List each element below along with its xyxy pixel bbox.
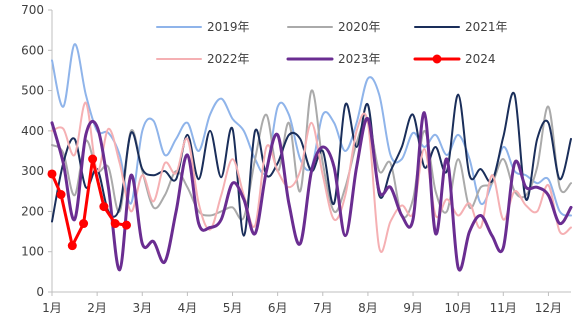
x-tick-label: 5月	[223, 301, 243, 315]
series-line-2023	[50, 111, 573, 272]
y-tick-label: 700	[21, 3, 44, 17]
x-tick-label: 1月	[42, 301, 62, 315]
x-tick-label: 2月	[87, 301, 107, 315]
series-layer	[47, 43, 573, 272]
legend-label-2024: 2024	[465, 52, 496, 66]
data-point-2024	[67, 241, 77, 251]
axes: 0 100 200 300 400 500 600 700 1月 2月 3月 4月 5月 6月 7月 8月 9月…	[21, 3, 571, 315]
y-tick-label: 600	[21, 43, 44, 57]
legend-marker-2024	[432, 54, 442, 64]
data-point-2024	[99, 202, 109, 212]
series-line-2022	[51, 101, 572, 253]
y-tick-label: 500	[21, 84, 44, 98]
data-point-2024	[79, 219, 89, 229]
legend: 2019年 2020年 2021年 2022年 2023年 2024	[156, 20, 508, 66]
series-line-2020	[51, 89, 572, 221]
data-point-2024	[88, 154, 98, 164]
y-tick-label: 300	[21, 164, 44, 178]
y-tick-label: 0	[36, 285, 44, 299]
x-tick-label: 6月	[268, 301, 288, 315]
data-point-2024	[47, 169, 57, 179]
data-point-2024	[121, 220, 131, 230]
y-tick-label: 400	[21, 124, 44, 138]
x-tick-label: 11月	[490, 301, 517, 315]
x-tick-label: 8月	[358, 301, 378, 315]
legend-label-2022: 2022年	[207, 52, 250, 66]
legend-label-2023: 2023年	[338, 52, 381, 66]
x-tick-label: 7月	[313, 301, 333, 315]
x-tick-label: 9月	[403, 301, 423, 315]
x-tick-label: 3月	[132, 301, 152, 315]
data-point-2024	[56, 190, 66, 200]
y-tick-label: 100	[21, 245, 44, 259]
legend-label-2020: 2020年	[338, 20, 381, 34]
series-line-2021	[51, 91, 572, 237]
data-point-2024	[110, 219, 120, 229]
x-tick-label: 4月	[178, 301, 198, 315]
y-tick-label: 200	[21, 204, 44, 218]
x-tick-label: 12月	[535, 301, 562, 315]
legend-label-2019: 2019年	[207, 20, 250, 34]
x-tick-label: 10月	[445, 301, 472, 315]
legend-label-2021: 2021年	[465, 20, 508, 34]
